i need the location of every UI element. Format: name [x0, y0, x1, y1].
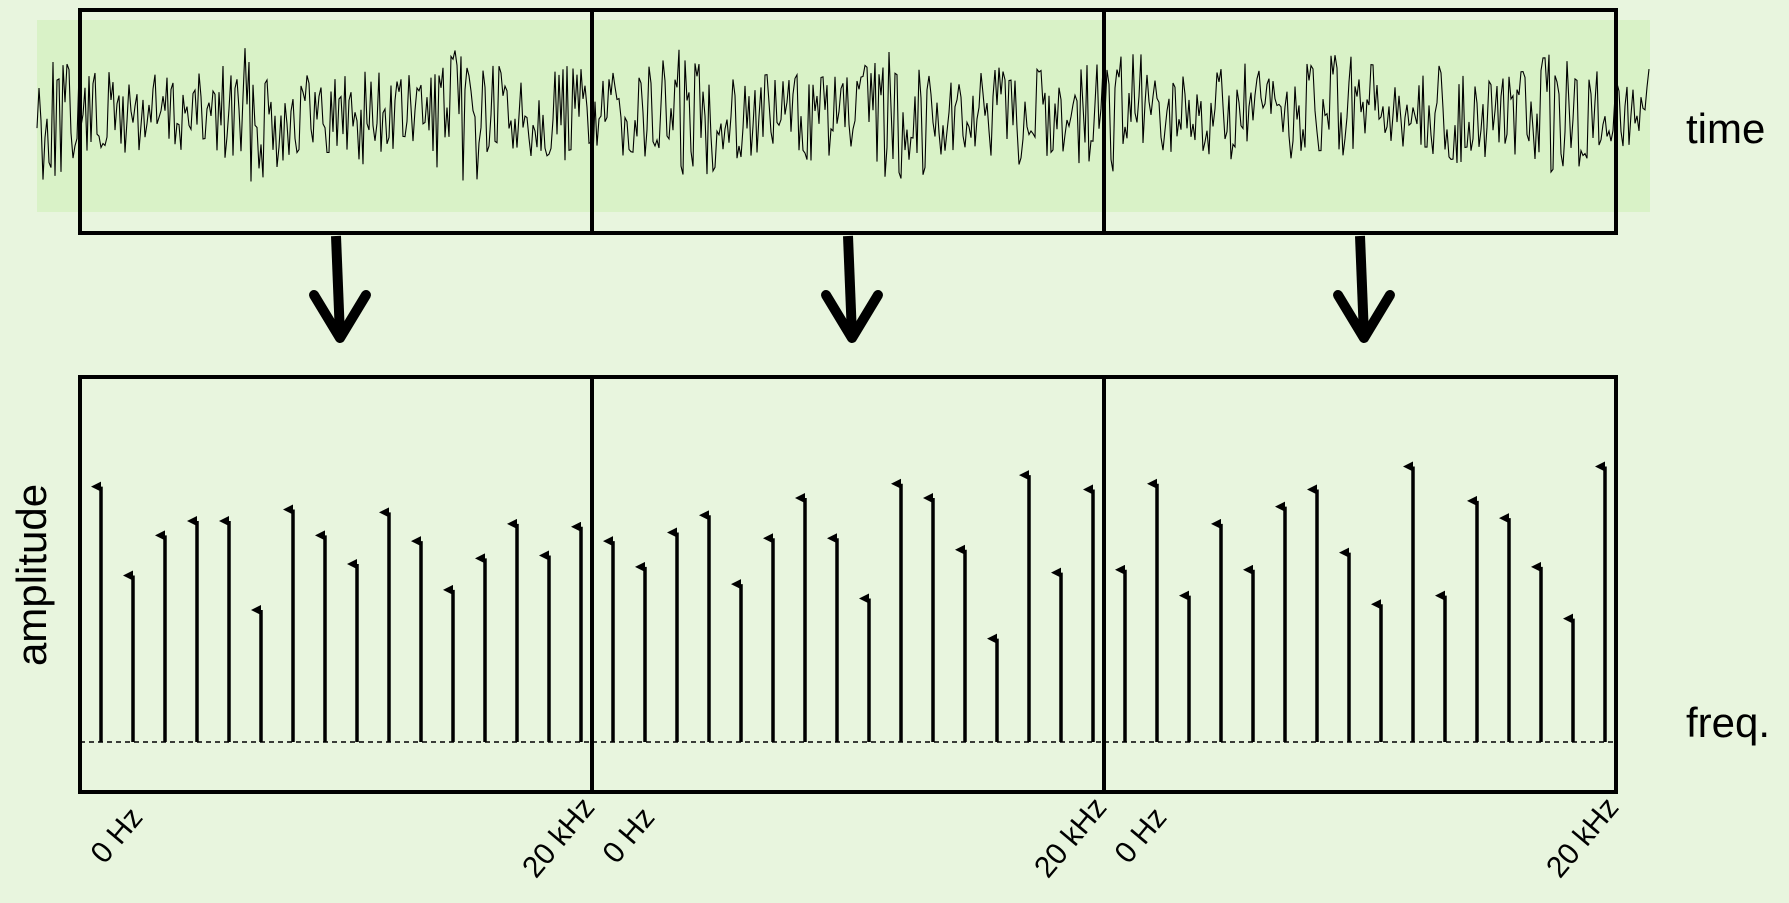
freq-start-label: 0 Hz	[596, 801, 661, 869]
waveform-trace	[36, 48, 1650, 182]
time-windows	[78, 8, 1618, 235]
freq-end-label: 20 kHz	[1540, 791, 1625, 884]
frequency-panel-box	[78, 375, 594, 794]
freq-start-label: 0 Hz	[1108, 801, 1173, 869]
freq-axis-label: freq.	[1686, 699, 1770, 746]
transform-arrows	[309, 235, 1395, 343]
freq-end-label: 20 kHz	[516, 791, 601, 884]
frequency-panels	[78, 375, 1618, 794]
frequency-panel-box	[590, 375, 1106, 794]
time-axis-label: time	[1686, 105, 1765, 152]
frequency-panel	[590, 375, 1106, 794]
transform-arrow	[1333, 235, 1395, 343]
frequency-panel	[1102, 375, 1618, 794]
transform-arrow	[821, 235, 883, 343]
freq-end-label: 20 kHz	[1028, 791, 1113, 884]
time-waveform	[36, 48, 1650, 182]
freq-start-label: 0 Hz	[84, 801, 149, 869]
frequency-panel-box	[1102, 375, 1618, 794]
time-window-box	[1102, 8, 1618, 235]
frequency-panel	[78, 375, 594, 794]
amplitude-axis-label: amplitude	[8, 484, 55, 666]
transform-arrow	[309, 235, 371, 343]
